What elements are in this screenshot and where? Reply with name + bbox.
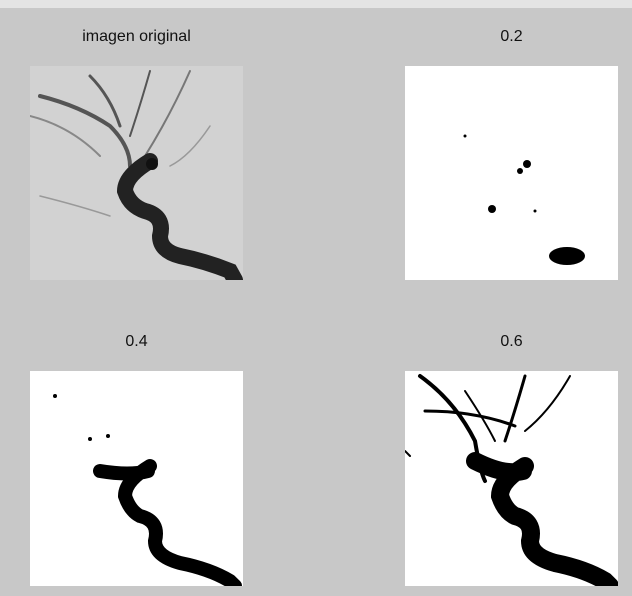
threshold-image [405, 66, 618, 280]
panel-title: imagen original [30, 28, 243, 46]
threshold-image [30, 371, 243, 586]
original-image [30, 66, 243, 280]
threshold-image [405, 371, 618, 586]
figure-window: imagen original 0.2 0.4 0.6 [0, 0, 632, 596]
panel-title: 0.6 [405, 333, 618, 351]
panel-title: 0.2 [405, 28, 618, 46]
panel-title: 0.4 [30, 333, 243, 351]
